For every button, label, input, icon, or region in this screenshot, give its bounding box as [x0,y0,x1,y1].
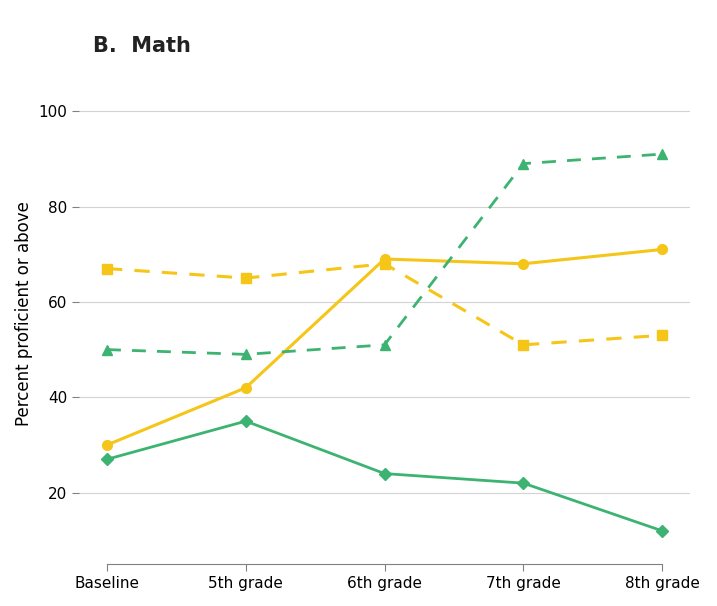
Y-axis label: Percent proficient or above: Percent proficient or above [15,201,33,426]
Text: B.  Math: B. Math [93,36,191,56]
